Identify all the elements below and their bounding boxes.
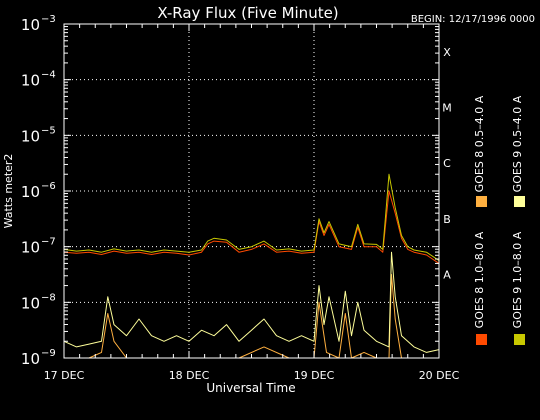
- y-axis-label: Watts meter2: [2, 154, 15, 229]
- flare-class-x: X: [443, 46, 451, 59]
- x-axis-label: Universal Time: [206, 381, 295, 395]
- y-tick-exponent: −5: [41, 125, 56, 136]
- y-tick-label: 10: [21, 183, 40, 201]
- y-tick-label: 10: [21, 72, 40, 90]
- legend: GOES 8 1.0–8.0 A GOES 8 0.5–4.0 A GOES 9 1…: [473, 95, 525, 345]
- y-tick-exponent: −6: [41, 181, 56, 192]
- begin-label: BEGIN: 12/17/1996 0000: [411, 14, 535, 25]
- flare-class-b: B: [443, 213, 451, 226]
- x-tick-label: 18 DEC: [169, 369, 210, 382]
- legend-label-4: GOES 9 0.5–4.0 A: [511, 95, 524, 192]
- flare-class-m: M: [442, 102, 452, 115]
- x-axis: 17 DEC 18 DEC 19 DEC 20 DEC: [44, 24, 460, 382]
- series-line-3: [63, 173, 440, 262]
- legend-label-2: GOES 8 0.5–4.0 A: [473, 95, 486, 192]
- flare-class-a: A: [443, 269, 451, 282]
- y-tick-label: 10: [21, 16, 40, 34]
- series-line-4: [63, 251, 440, 353]
- y-tick-label: 10: [21, 127, 40, 145]
- legend-label-3: GOES 9 1.0–8.0 A: [511, 231, 524, 328]
- y-tick-label: 10: [21, 239, 40, 257]
- legend-swatch-1: [476, 334, 487, 345]
- y-tick-exponent: −8: [41, 292, 56, 303]
- y-tick-label: 10: [21, 294, 40, 312]
- legend-swatch-4: [514, 196, 525, 207]
- y-tick-exponent: −3: [41, 14, 56, 25]
- flare-class-axis: A B C M X: [442, 46, 452, 282]
- y-axis: 10−910−810−710−610−510−410−3: [21, 14, 439, 368]
- x-tick-label: 20 DEC: [419, 369, 460, 382]
- legend-label-1: GOES 8 1.0–8.0 A: [473, 231, 486, 328]
- x-tick-label: 17 DEC: [44, 369, 85, 382]
- legend-swatch-3: [514, 334, 525, 345]
- y-tick-exponent: −4: [41, 70, 56, 81]
- series-line-1: [63, 190, 440, 264]
- x-tick-label: 19 DEC: [294, 369, 335, 382]
- y-tick-label: 10: [21, 350, 40, 368]
- legend-swatch-2: [476, 196, 487, 207]
- y-tick-exponent: −7: [41, 237, 56, 248]
- y-tick-exponent: −9: [41, 348, 56, 359]
- chart-title: X-Ray Flux (Five Minute): [157, 4, 338, 22]
- flare-class-c: C: [443, 157, 451, 170]
